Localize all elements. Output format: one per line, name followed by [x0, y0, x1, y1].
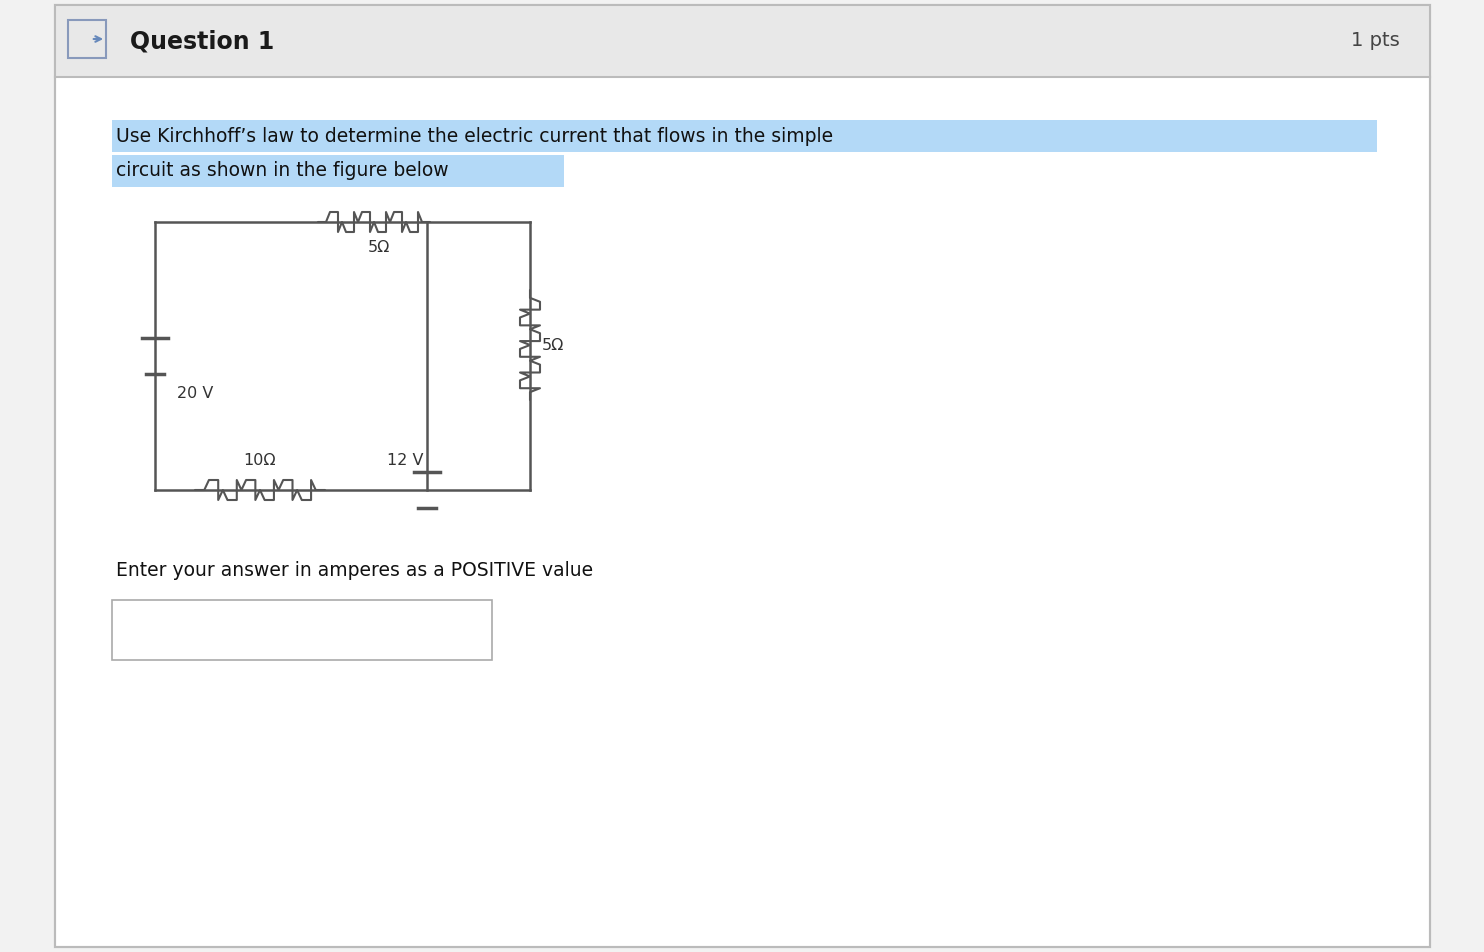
Bar: [111, 155, 564, 187]
Text: Enter your answer in amperes as a POSITIVE value: Enter your answer in amperes as a POSITI…: [116, 561, 594, 580]
Bar: [68, 20, 105, 58]
Bar: [111, 120, 1377, 152]
Text: circuit as shown in the figure below: circuit as shown in the figure below: [116, 162, 448, 181]
Bar: [111, 600, 493, 660]
Text: 5Ω: 5Ω: [368, 240, 390, 255]
Text: 5Ω: 5Ω: [542, 338, 564, 352]
Text: Question 1: Question 1: [131, 29, 275, 53]
Text: 20 V: 20 V: [177, 386, 214, 401]
Text: 1 pts: 1 pts: [1352, 31, 1399, 50]
Text: Use Kirchhoff’s law to determine the electric current that flows in the simple: Use Kirchhoff’s law to determine the ele…: [116, 127, 833, 146]
Text: 12 V: 12 V: [387, 453, 423, 468]
Text: 10Ω: 10Ω: [243, 453, 276, 468]
Bar: [55, 5, 1431, 77]
